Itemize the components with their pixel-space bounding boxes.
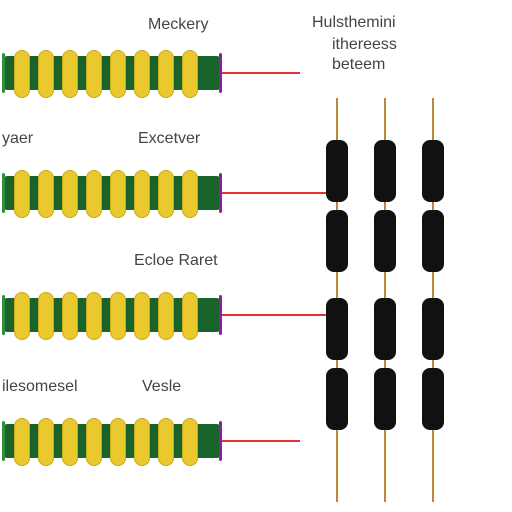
- winding: [134, 170, 150, 218]
- winding: [62, 50, 78, 98]
- winding: [14, 170, 30, 218]
- bead-0-0-0: [326, 140, 348, 202]
- label-top-right-2: ithereess: [332, 36, 397, 54]
- winding: [158, 50, 174, 98]
- cap-left: [2, 53, 5, 93]
- winding: [134, 50, 150, 98]
- lead-2: [222, 314, 330, 316]
- winding: [62, 170, 78, 218]
- bead-2-0-1: [422, 210, 444, 272]
- winding: [14, 50, 30, 98]
- winding: [110, 418, 126, 466]
- winding: [110, 170, 126, 218]
- winding: [158, 170, 174, 218]
- winding: [134, 418, 150, 466]
- bead-0-1-0: [326, 298, 348, 360]
- label-left-3: ilesomesel: [2, 378, 78, 396]
- cap-left: [2, 173, 5, 213]
- label-top-right-1: Hulsthemini: [312, 14, 396, 32]
- coil-3: [4, 418, 220, 464]
- winding: [182, 418, 198, 466]
- bead-0-0-1: [326, 210, 348, 272]
- winding: [38, 418, 54, 466]
- lead-0: [222, 72, 300, 74]
- winding: [62, 418, 78, 466]
- winding: [134, 292, 150, 340]
- bead-0-1-1: [326, 368, 348, 430]
- winding: [86, 50, 102, 98]
- label-top-right-3: beteem: [332, 56, 385, 74]
- bead-1-1-0: [374, 298, 396, 360]
- label-mid-2: Ecloe Raret: [134, 252, 218, 270]
- bead-1-1-1: [374, 368, 396, 430]
- winding: [110, 292, 126, 340]
- winding: [38, 170, 54, 218]
- bead-2-1-1: [422, 368, 444, 430]
- coil-1: [4, 170, 220, 216]
- winding: [86, 418, 102, 466]
- coil-0: [4, 50, 220, 96]
- winding: [182, 170, 198, 218]
- winding: [38, 292, 54, 340]
- bead-2-0-0: [422, 140, 444, 202]
- winding: [14, 418, 30, 466]
- lead-1: [222, 192, 330, 194]
- label-top-center: Meckery: [148, 16, 208, 34]
- cap-left: [2, 295, 5, 335]
- coil-2: [4, 292, 220, 338]
- winding: [182, 50, 198, 98]
- winding: [158, 292, 174, 340]
- bead-1-0-1: [374, 210, 396, 272]
- label-mid-1: Excetver: [138, 130, 200, 148]
- label-mid-3: Vesle: [142, 378, 181, 396]
- label-left-1: yaer: [2, 130, 33, 148]
- winding: [110, 50, 126, 98]
- winding: [86, 292, 102, 340]
- bead-2-1-0: [422, 298, 444, 360]
- lead-3: [222, 440, 300, 442]
- winding: [14, 292, 30, 340]
- winding: [182, 292, 198, 340]
- bead-1-0-0: [374, 140, 396, 202]
- winding: [62, 292, 78, 340]
- winding: [86, 170, 102, 218]
- winding: [158, 418, 174, 466]
- cap-left: [2, 421, 5, 461]
- winding: [38, 50, 54, 98]
